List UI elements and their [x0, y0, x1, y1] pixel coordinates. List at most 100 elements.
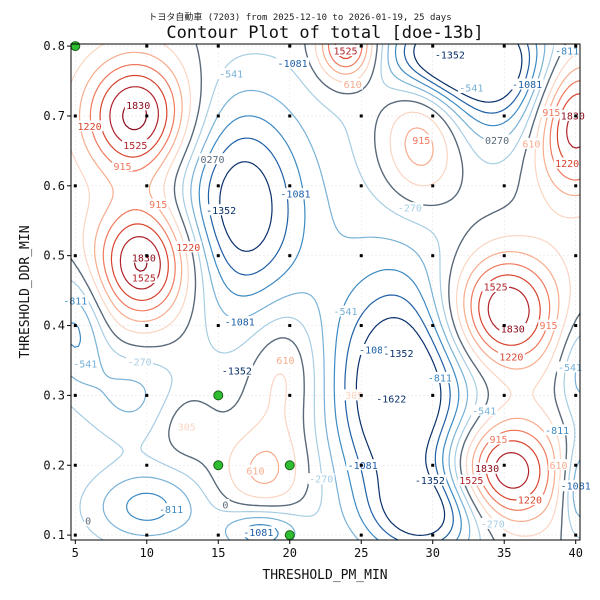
contour-label: -811	[63, 297, 87, 308]
contour-label: 1830	[132, 253, 156, 264]
grid-point	[145, 44, 149, 48]
contour-label-bg	[278, 188, 312, 200]
grid-point	[359, 114, 363, 118]
grid-point	[431, 114, 435, 118]
contour-label-bg	[473, 462, 501, 474]
contour-label-bg	[396, 202, 424, 214]
grid-point	[288, 324, 292, 328]
grid-point	[145, 393, 149, 397]
grid-point	[288, 254, 292, 258]
contour-label: 1525	[132, 274, 156, 285]
contour-label-bg	[541, 106, 562, 118]
grid-point	[359, 463, 363, 467]
contour-label-bg	[307, 473, 335, 485]
grid-point	[574, 463, 578, 467]
contour-label: 915	[540, 321, 558, 332]
grid-point	[431, 184, 435, 188]
grid-point	[145, 324, 149, 328]
contour-label: 1830	[126, 101, 150, 112]
grid-point	[359, 393, 363, 397]
contour-label: -1352	[435, 51, 465, 62]
contour-line	[71, 44, 580, 540]
grid-point	[431, 463, 435, 467]
contour-label: -811	[159, 505, 183, 516]
contour-label: 915	[489, 435, 507, 446]
contour-label-bg	[147, 198, 169, 210]
contour-label-bg	[126, 355, 154, 367]
contour-label: -270	[398, 204, 422, 215]
grid-point	[574, 324, 578, 328]
grid-point	[288, 114, 292, 118]
grid-point	[145, 114, 149, 118]
contour-label: 305	[178, 422, 196, 433]
grid-point	[574, 254, 578, 258]
contour-label: 610	[344, 80, 362, 91]
contour-label-bg	[124, 99, 152, 111]
y-tick-label: 0.3	[43, 388, 65, 402]
contour-label: 0270	[201, 155, 225, 166]
grid-point	[288, 44, 292, 48]
grid-point	[359, 254, 363, 258]
contour-label: -541	[333, 307, 357, 318]
contour-label-bg	[220, 364, 254, 376]
contour-label: 1220	[518, 496, 542, 507]
grid-point	[73, 324, 77, 328]
plot-frame	[70, 43, 581, 541]
x-tick-label: 35	[497, 546, 511, 560]
contour-label-bg	[548, 459, 569, 471]
x-tick-label: 15	[211, 546, 225, 560]
y-tick-label: 0.4	[43, 319, 65, 333]
contour-label-bg	[556, 361, 584, 373]
contour-label-bg	[374, 392, 408, 404]
sample-point	[213, 460, 224, 471]
grid-point	[359, 324, 363, 328]
contour-label: 0	[85, 517, 91, 528]
contour-label-bg	[559, 109, 587, 121]
contour-label: 1525	[333, 46, 357, 57]
x-tick-label: 25	[354, 546, 368, 560]
grid-point	[574, 114, 578, 118]
contour-label: 1220	[176, 243, 200, 254]
contour-label: -541	[472, 406, 496, 417]
contour-label: 915	[149, 200, 167, 211]
contour-label: 1220	[78, 122, 102, 133]
contour-label-bg	[499, 323, 527, 335]
contour-line	[99, 44, 580, 501]
contour-label: -811	[555, 46, 579, 57]
grid-point	[145, 533, 149, 537]
contour-label: -270	[128, 357, 152, 368]
contour-label-bg	[241, 526, 275, 538]
contour-label-bg	[342, 78, 363, 90]
grid-point	[431, 393, 435, 397]
grid-point	[73, 533, 77, 537]
contour-label-bg	[497, 350, 525, 362]
contour-label-bg	[199, 153, 226, 165]
contour-label: -1352	[383, 349, 413, 360]
contour-label: -270	[309, 475, 333, 486]
contour-label: 305	[345, 391, 363, 402]
grid-point	[73, 254, 77, 258]
contour-label-bg	[470, 404, 498, 416]
x-tick-label: 10	[140, 546, 154, 560]
contour-label-bg	[130, 251, 158, 263]
contour-label: -1352	[222, 366, 252, 377]
grid-point	[502, 114, 506, 118]
contour-line	[71, 44, 580, 540]
contour-label: -1081	[280, 190, 310, 201]
contour-label: -1622	[376, 394, 406, 405]
contour-label: 0270	[485, 136, 509, 147]
grid-point	[502, 463, 506, 467]
contour-label: 610	[246, 466, 264, 477]
contour-label-bg	[332, 305, 359, 317]
contour-label: -1081	[225, 318, 255, 329]
contour-label-bg	[553, 157, 581, 169]
contour-label: 1830	[561, 111, 585, 122]
contour-label: 610	[522, 139, 540, 150]
grid-point	[216, 324, 220, 328]
y-axis-ticks: 0.1 0.2 0.3 0.4 0.5 0.6 0.7 0.8	[43, 39, 71, 542]
contour-label-bg	[357, 343, 391, 355]
x-tick-label: 40	[568, 546, 582, 560]
grid-point	[145, 184, 149, 188]
contour-label-bg	[426, 371, 454, 383]
